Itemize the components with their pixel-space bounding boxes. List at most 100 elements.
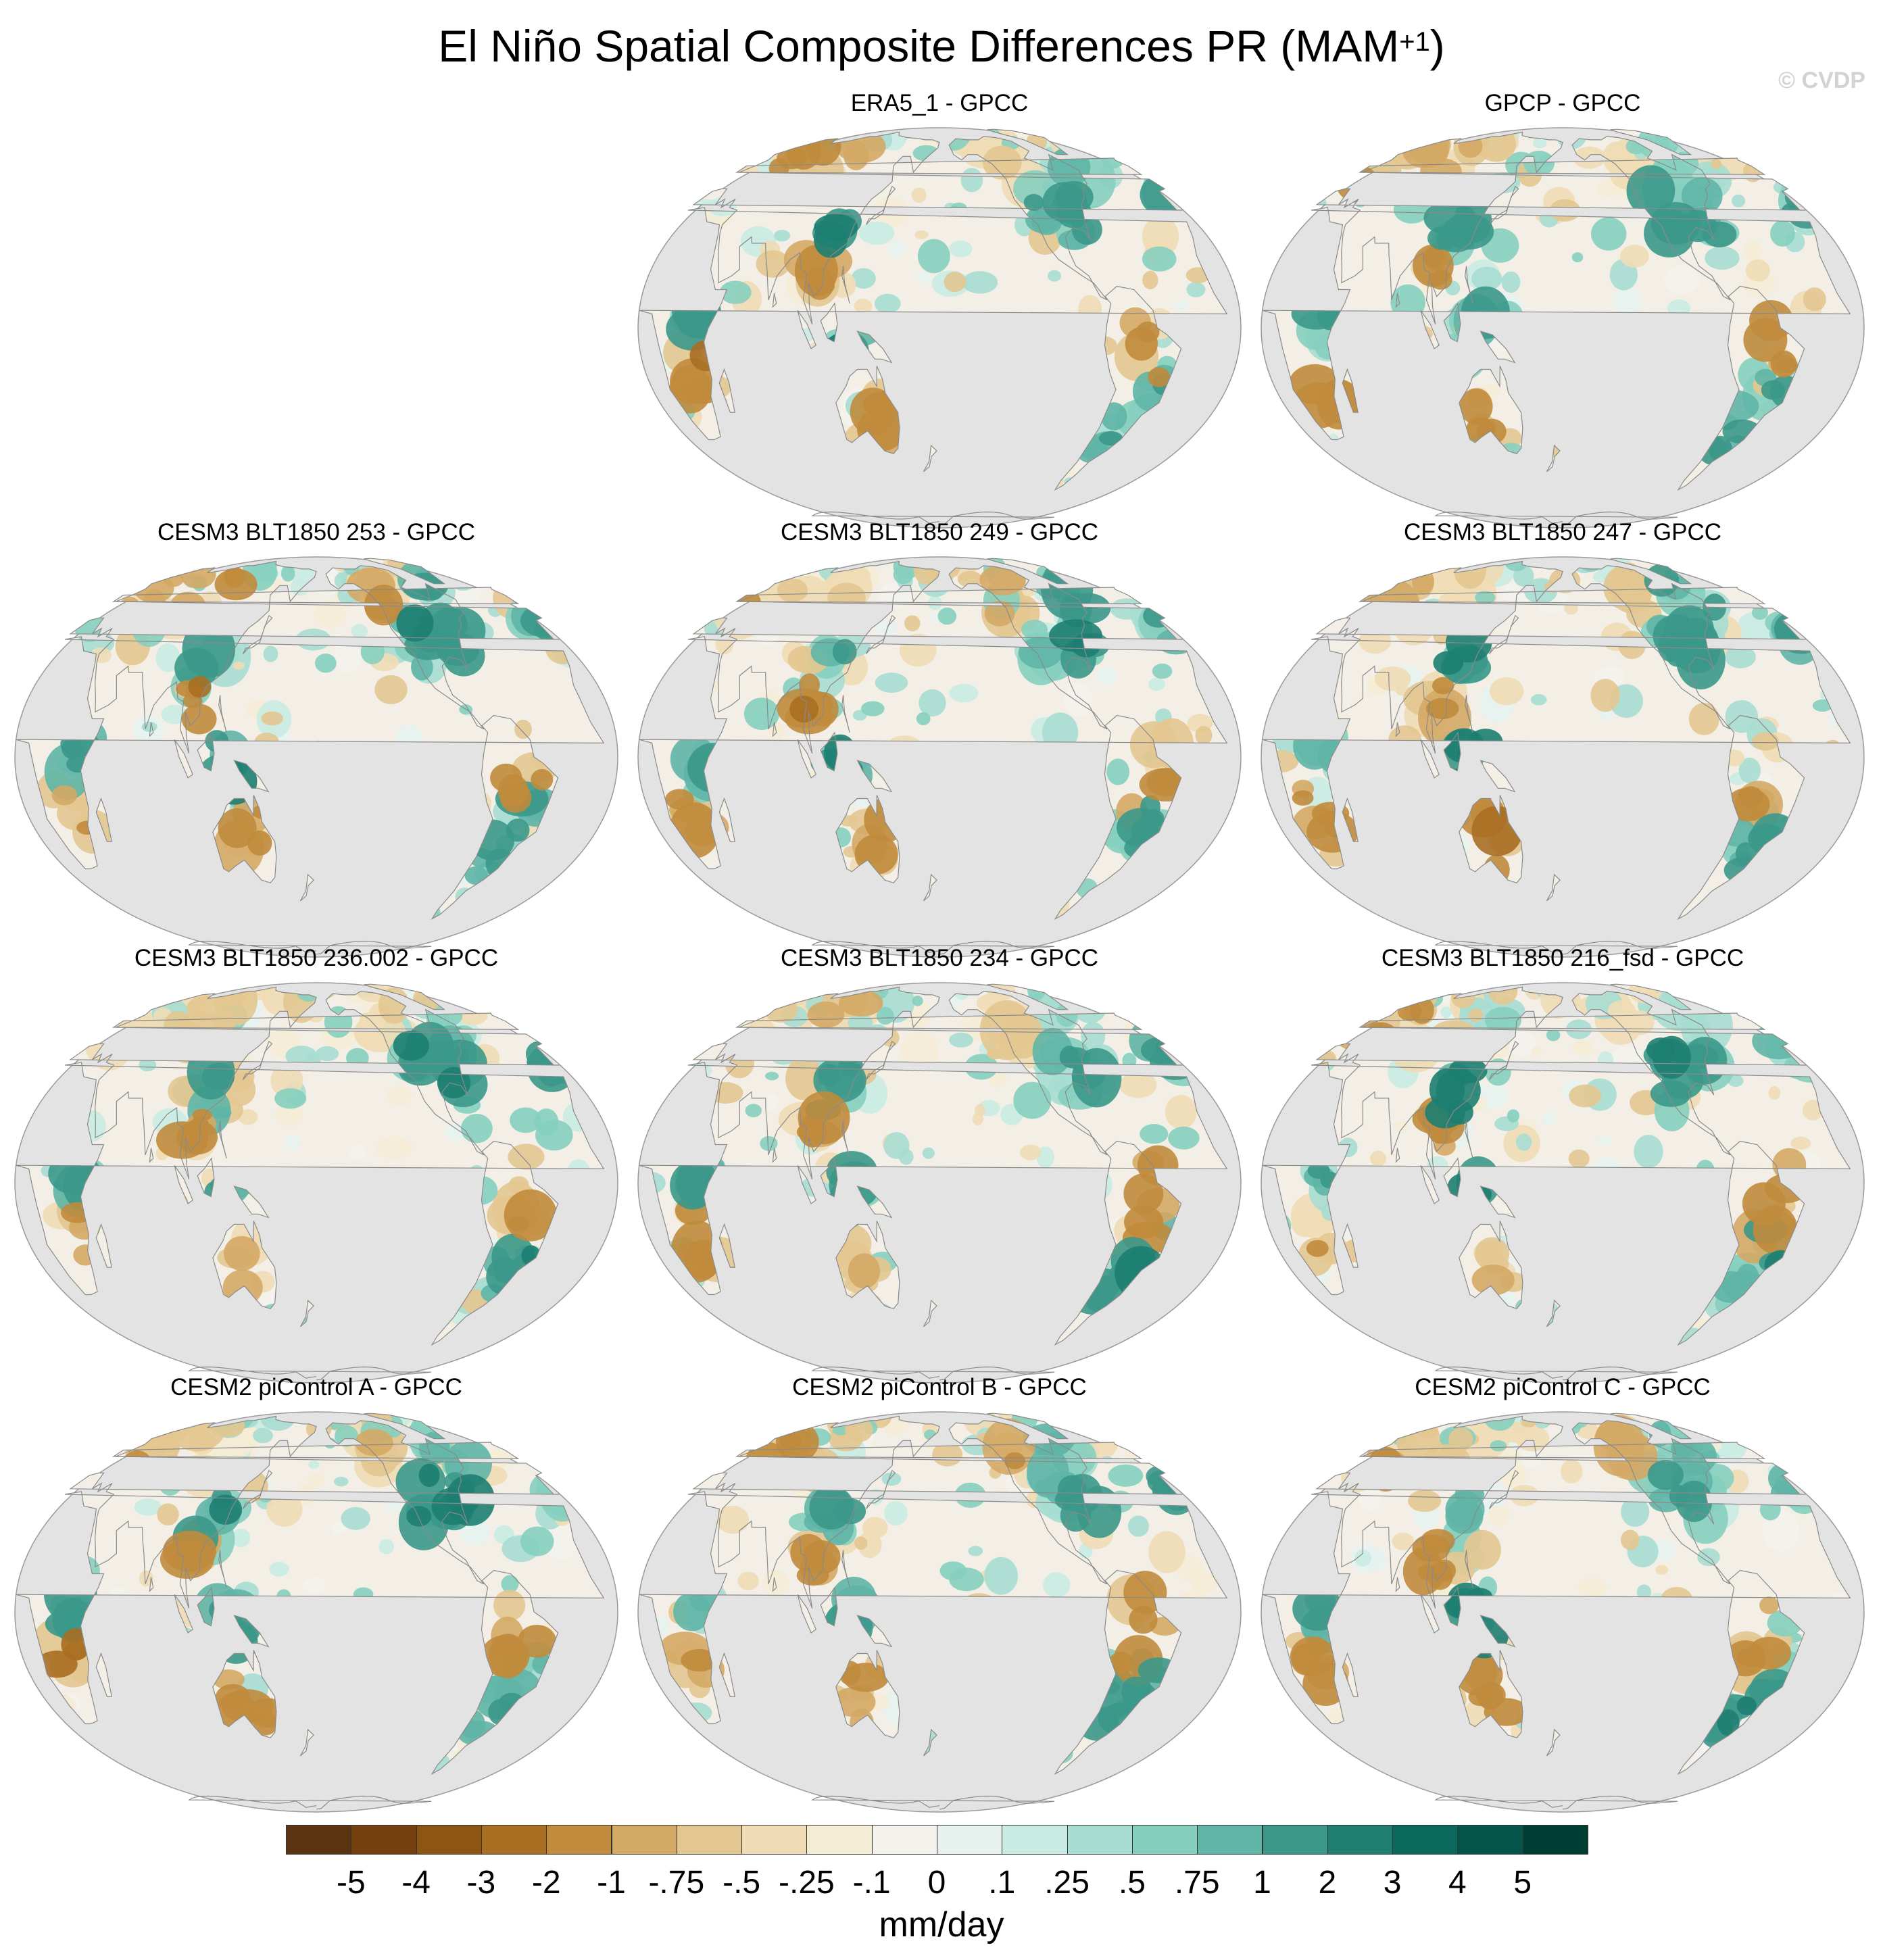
coastline-eurasia (69, 560, 560, 754)
coastline-eurasia (69, 1415, 560, 1609)
panel-title: CESM2 piControl B - GPCC (792, 1374, 1087, 1400)
coastline-north-america (1571, 991, 1731, 1156)
colorbar-tick-label: 2 (1318, 1865, 1337, 1901)
map-panel: CESM2 piControl A - GPCC (12, 1374, 620, 1815)
coastline-uk (112, 1442, 520, 1459)
coastline-australia (212, 1650, 277, 1738)
coastline-australia (835, 1650, 900, 1738)
coastline-uk (1358, 1442, 1766, 1459)
world-map (637, 982, 1242, 1383)
colorbar-swatch (611, 1825, 677, 1855)
colorbar-tick-label: 1 (1253, 1865, 1271, 1901)
colorbar-tick-label: -5 (336, 1865, 366, 1901)
coastline-new-guinea (1480, 1185, 1516, 1219)
colorbar-swatch (1327, 1825, 1394, 1855)
map-panel: CESM2 piControl B - GPCC (635, 1374, 1244, 1815)
coastline-uk (1358, 1012, 1766, 1030)
world-map (1261, 982, 1865, 1383)
coastline-philippines (841, 695, 850, 733)
coastline-sumatra (797, 310, 816, 349)
coastline-greenland (987, 1413, 1069, 1440)
coastline-sri-lanka (149, 722, 154, 737)
coastline-borneo (820, 1157, 838, 1198)
coastline-uk (735, 587, 1143, 604)
colorbar-tick-label: -.25 (779, 1865, 835, 1901)
coastline-madagascar (718, 797, 735, 842)
coastline-philippines (841, 1121, 850, 1159)
coastline-north-america (1571, 565, 1731, 730)
world-map (637, 1411, 1242, 1813)
colorbar-swatch (286, 1825, 352, 1855)
coastline-madagascar (1342, 797, 1359, 842)
coastline-greenland (364, 558, 446, 585)
colorbar-tick-label: 3 (1383, 1865, 1402, 1901)
figure-title-main: El Niño Spatial Composite Differences PR… (438, 21, 1400, 71)
coastline-uk (112, 1012, 520, 1030)
coastline-australia (835, 366, 900, 454)
colorbar-swatch (676, 1825, 743, 1855)
coastline-uk (112, 587, 520, 604)
coastline-japan (242, 1469, 273, 1509)
colorbar-swatch (1131, 1825, 1198, 1855)
map-panel: CESM2 piControl C - GPCC (1258, 1374, 1867, 1815)
coastline-new-zealand (923, 444, 937, 472)
coastline-sri-lanka (1395, 1148, 1400, 1163)
colorbar-tick-label: 5 (1513, 1865, 1532, 1901)
colorbar-tick-label: 0 (927, 1865, 946, 1901)
coastline-south-america (431, 1140, 559, 1346)
colorbar-tick-label: -3 (466, 1865, 496, 1901)
coastline-borneo (1443, 1157, 1461, 1198)
coastline-japan (1488, 614, 1519, 654)
coastline-eurasia (692, 1415, 1183, 1609)
colorbar-tick-label: -2 (531, 1865, 561, 1901)
coastline-africa (1262, 636, 1851, 870)
coastline-sumatra (1420, 1165, 1440, 1204)
coastline-greenland (1610, 558, 1692, 585)
coastline-philippines (1465, 1121, 1473, 1159)
colorbar-swatches (286, 1825, 1588, 1855)
coastline-borneo (820, 1586, 838, 1627)
coastline-greenland (364, 1413, 446, 1440)
coastline-north-america (948, 565, 1108, 730)
coastline-new-zealand (923, 1728, 937, 1757)
coastline-africa (639, 1491, 1228, 1725)
coastline-greenland (1610, 983, 1692, 1010)
coastline-eurasia (692, 986, 1183, 1180)
coastline-new-guinea (233, 1615, 270, 1648)
coastline-eurasia (1315, 131, 1806, 325)
coastline-madagascar (1342, 1223, 1359, 1268)
coastline-sri-lanka (772, 1577, 777, 1592)
coastline-philippines (841, 1550, 850, 1588)
world-map (14, 982, 618, 1383)
colorbar-swatch (1067, 1825, 1133, 1855)
panel-title: ERA5_1 - GPCC (850, 90, 1029, 116)
coastline-south-america (1054, 1569, 1182, 1775)
coastline-greenland (987, 558, 1069, 585)
coastline-philippines (841, 266, 850, 304)
coastline-sumatra (174, 1165, 193, 1204)
antarctica-coastline (1434, 940, 1678, 955)
colorbar-tick-label: -.1 (852, 1865, 891, 1901)
coastline-madagascar (95, 1223, 112, 1268)
colorbar-units: mm/day (879, 1905, 1004, 1944)
coastline-greenland (987, 983, 1069, 1010)
coastline-eurasia (1315, 1415, 1806, 1609)
panel-title: CESM2 piControl C - GPCC (1415, 1374, 1711, 1400)
colorbar-swatch (1262, 1825, 1328, 1855)
coastline-sumatra (1420, 1594, 1440, 1634)
coastline-eurasia (692, 560, 1183, 754)
colorbar-swatch (871, 1825, 937, 1855)
coastline-sri-lanka (149, 1148, 154, 1163)
coastline-uk (735, 1012, 1143, 1030)
coastline-madagascar (718, 368, 735, 413)
world-map (1261, 556, 1865, 958)
figure-title: El Niño Spatial Composite Differences PR… (0, 19, 1883, 73)
panel-title: CESM3 BLT1850 247 - GPCC (1403, 519, 1722, 545)
colorbar-swatch (1522, 1825, 1588, 1855)
coastline-north-america (325, 1420, 485, 1585)
coastline-japan (865, 1469, 896, 1509)
coastline-sumatra (1420, 310, 1440, 349)
coastline-australia (1459, 1221, 1523, 1309)
coastline-sumatra (1420, 739, 1440, 779)
coastline-new-zealand (923, 873, 937, 902)
